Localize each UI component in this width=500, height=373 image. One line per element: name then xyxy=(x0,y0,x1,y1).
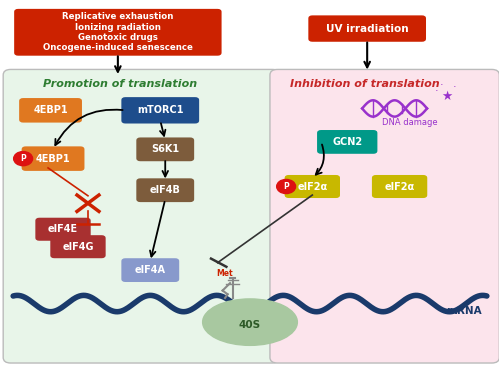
Text: P: P xyxy=(20,154,26,163)
Text: eIF4G: eIF4G xyxy=(62,242,94,252)
FancyBboxPatch shape xyxy=(19,98,82,123)
FancyBboxPatch shape xyxy=(317,130,378,154)
FancyBboxPatch shape xyxy=(136,137,194,161)
Text: ★: ★ xyxy=(442,90,452,103)
FancyBboxPatch shape xyxy=(136,178,194,202)
Text: ·: · xyxy=(440,80,444,90)
Text: eIF2α: eIF2α xyxy=(297,182,328,191)
Text: Promotion of translation: Promotion of translation xyxy=(43,79,197,89)
Text: DNA damage: DNA damage xyxy=(382,118,438,127)
Text: 4EBP1: 4EBP1 xyxy=(36,154,70,164)
FancyBboxPatch shape xyxy=(36,218,90,241)
FancyBboxPatch shape xyxy=(122,97,199,123)
FancyBboxPatch shape xyxy=(270,69,500,363)
Text: Met: Met xyxy=(216,269,232,278)
Text: Inhibition of translation: Inhibition of translation xyxy=(290,79,440,89)
FancyBboxPatch shape xyxy=(50,235,106,258)
Ellipse shape xyxy=(202,299,298,345)
Text: eIF4A: eIF4A xyxy=(135,265,166,275)
Text: P: P xyxy=(284,182,289,191)
FancyBboxPatch shape xyxy=(308,15,426,42)
Text: 4EBP1: 4EBP1 xyxy=(33,105,68,115)
Text: ·: · xyxy=(452,82,456,92)
Circle shape xyxy=(14,151,32,166)
Text: mTORC1: mTORC1 xyxy=(137,105,184,115)
Text: eIF4B: eIF4B xyxy=(150,185,180,195)
Text: mRNA: mRNA xyxy=(446,306,482,316)
Text: eIF4E: eIF4E xyxy=(48,224,78,234)
FancyBboxPatch shape xyxy=(22,146,84,171)
Text: Replicative exhaustion
Ionizing radiation
Genotoxic drugs
Oncogene-induced senes: Replicative exhaustion Ionizing radiatio… xyxy=(43,12,193,52)
FancyBboxPatch shape xyxy=(3,69,280,363)
FancyBboxPatch shape xyxy=(284,175,340,198)
Text: 40S: 40S xyxy=(239,320,261,330)
FancyBboxPatch shape xyxy=(14,9,222,56)
Text: eIF2α: eIF2α xyxy=(384,182,414,191)
Circle shape xyxy=(276,179,295,194)
Text: GCN2: GCN2 xyxy=(332,137,362,147)
Text: S6K1: S6K1 xyxy=(151,144,180,154)
FancyBboxPatch shape xyxy=(372,175,428,198)
Text: UV irradiation: UV irradiation xyxy=(326,23,408,34)
FancyBboxPatch shape xyxy=(122,258,179,282)
Text: ·: · xyxy=(435,86,439,96)
